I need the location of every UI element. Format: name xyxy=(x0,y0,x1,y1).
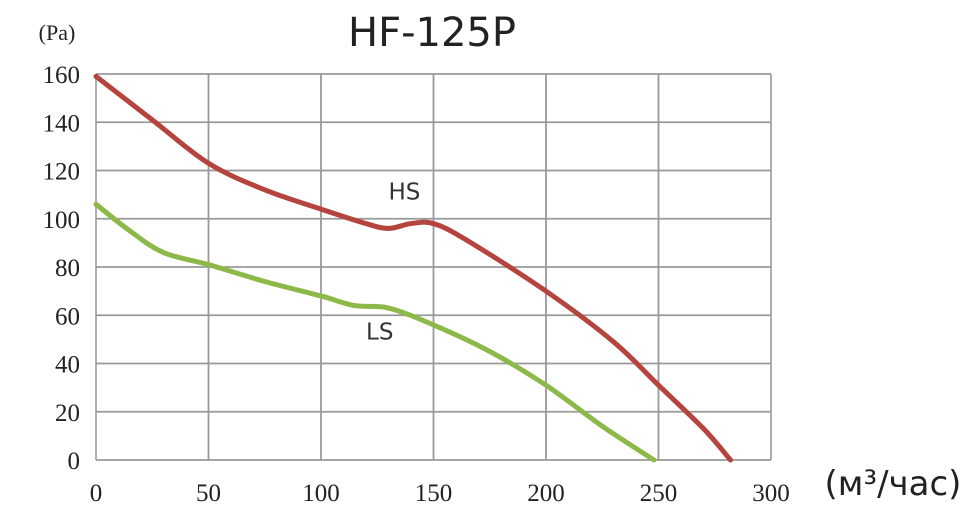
series-lines xyxy=(93,73,733,463)
annotations: HS LS xyxy=(366,179,420,345)
x-tick-label: 100 xyxy=(302,480,340,507)
y-tick-label: 40 xyxy=(55,352,80,379)
y-tick-label: 60 xyxy=(55,303,80,330)
series-label-hs: HS xyxy=(389,179,421,205)
grid xyxy=(95,73,772,461)
x-axis-unit: (м³/час) xyxy=(825,464,962,504)
x-tick-label: 250 xyxy=(640,480,678,507)
series-line-ls xyxy=(93,201,657,463)
tick-labels: 0 50 100 150 200 250 300 0 20 40 60 80 100 120 140 160 xyxy=(43,62,790,507)
y-axis-unit: (Pa) xyxy=(39,20,76,45)
y-tick-label: 20 xyxy=(55,400,80,427)
x-tick-label: 200 xyxy=(527,480,565,507)
series-line-hs xyxy=(93,73,733,463)
series-label-ls: LS xyxy=(366,319,393,345)
x-tick-label: 50 xyxy=(196,480,221,507)
chart-title: HF-125P xyxy=(348,10,516,56)
y-tick-label: 0 xyxy=(68,448,81,475)
y-tick-label: 120 xyxy=(43,159,81,186)
x-tick-label: 0 xyxy=(90,480,103,507)
y-tick-label: 140 xyxy=(43,110,81,137)
y-tick-label: 100 xyxy=(43,207,81,234)
x-tick-label: 300 xyxy=(752,480,790,507)
y-tick-label: 80 xyxy=(55,255,80,282)
x-tick-label: 150 xyxy=(415,480,453,507)
y-tick-label: 160 xyxy=(43,62,81,89)
